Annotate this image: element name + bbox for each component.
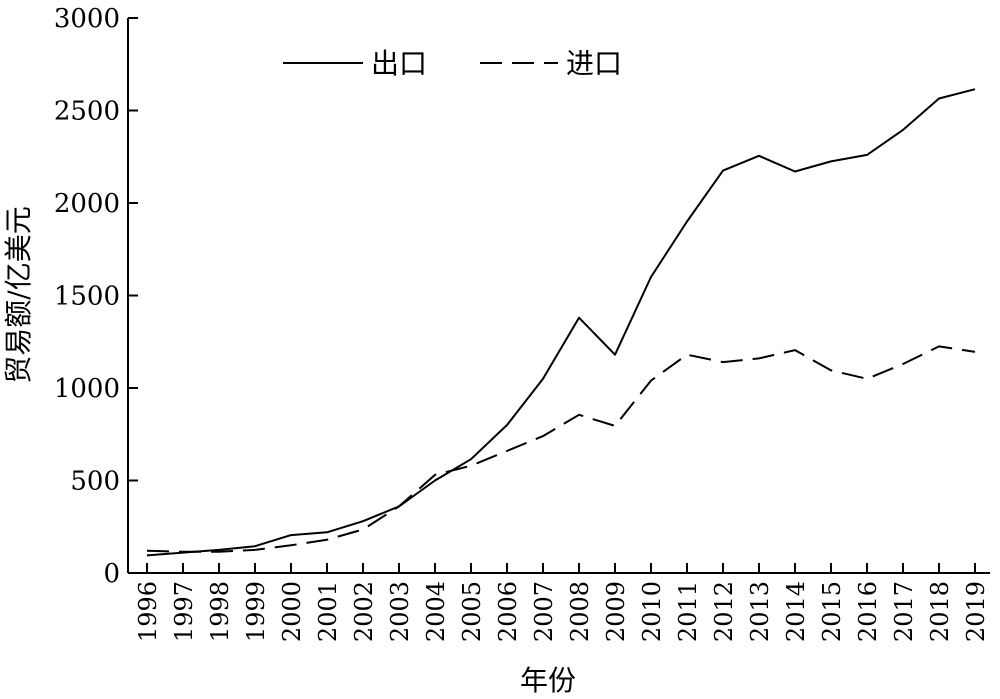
x-tick-label: 2003: [386, 581, 414, 642]
x-tick-label: 2007: [530, 581, 558, 642]
y-tick-label: 500: [70, 467, 120, 497]
series-line-0: [146, 88, 976, 557]
x-axis-title: 年份: [520, 664, 576, 697]
y-axis-ticks: 0 500 1000 1500 2000 2500 3000: [54, 4, 138, 589]
x-tick-label: 2015: [818, 581, 846, 642]
series-layer: [146, 88, 976, 557]
x-tick-label: 2012: [710, 581, 738, 642]
x-tick-label: 2010: [638, 581, 666, 642]
x-tick-label: 2000: [278, 581, 306, 642]
series-line-1: [146, 345, 976, 553]
x-tick-label: 2011: [674, 581, 702, 642]
x-tick-label: 2016: [854, 581, 882, 642]
x-tick-label: 2008: [566, 581, 594, 642]
y-tick-label: 3000: [54, 4, 120, 34]
x-tick-label: 2009: [602, 581, 630, 642]
legend-label-1: 进口: [566, 47, 622, 80]
x-tick-label: 2013: [746, 581, 774, 642]
x-tick-label: 2006: [494, 581, 522, 642]
x-axis-ticks: 1996 1997 1998 1999 2000 2001 2002 2003 2004 2005…: [134, 563, 990, 642]
x-tick-label: 2018: [926, 581, 954, 642]
y-tick-label: 2000: [54, 189, 120, 219]
legend-label-0: 出口: [371, 47, 427, 80]
x-tick-label: 2002: [350, 581, 378, 642]
x-tick-label: 1998: [206, 581, 234, 642]
y-tick-label: 1000: [54, 374, 120, 404]
x-tick-label: 2014: [782, 581, 810, 642]
x-tick-label: 2019: [962, 581, 990, 642]
x-tick-label: 2001: [314, 581, 342, 642]
x-tick-label: 2005: [458, 581, 486, 642]
x-tick-label: 1996: [134, 581, 162, 642]
y-tick-label: 2500: [54, 97, 120, 127]
x-tick-label: 2004: [422, 581, 450, 642]
axes: [127, 18, 990, 574]
legend: 出口 进口: [283, 47, 622, 80]
y-axis-title: 贸易额/亿美元: [2, 206, 35, 383]
x-tick-label: 1997: [170, 581, 198, 642]
x-tick-label: 2017: [890, 581, 918, 642]
y-tick-label: 0: [103, 559, 120, 589]
x-tick-label: 1999: [242, 581, 270, 642]
y-tick-label: 1500: [54, 282, 120, 312]
